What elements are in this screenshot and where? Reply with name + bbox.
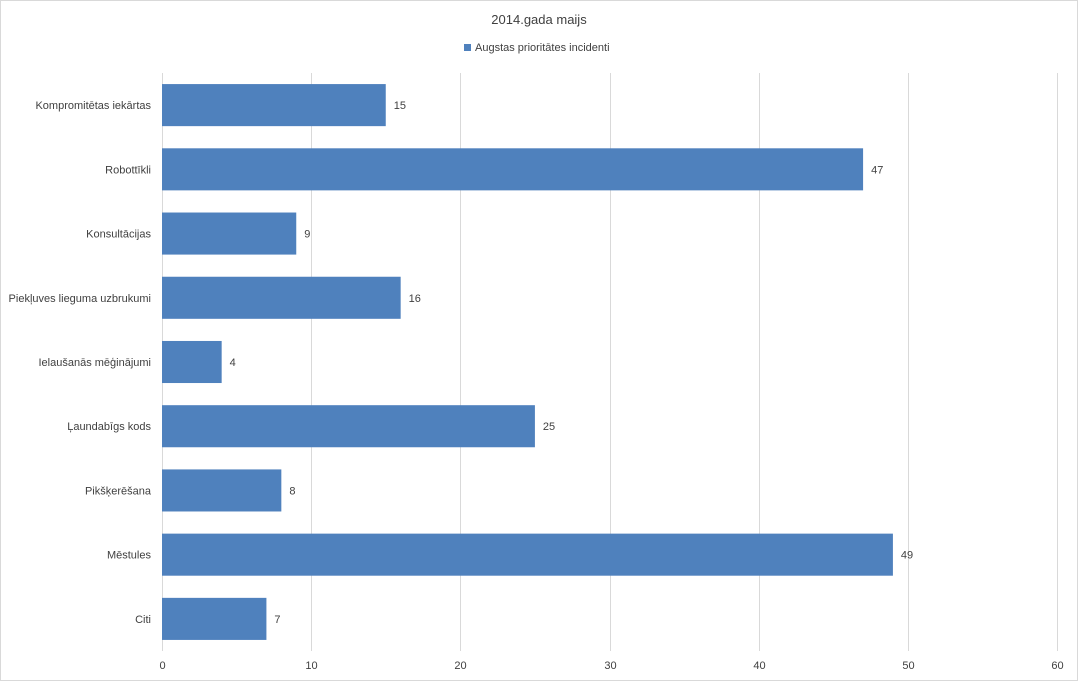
category-label: Ielaušanās mēģinājumi — [38, 356, 151, 369]
legend: Augstas prioritātes incidenti — [464, 42, 610, 54]
bar — [162, 405, 535, 448]
legend-swatch — [464, 44, 471, 51]
data-label: 25 — [543, 421, 555, 433]
category-label: Robottīkli — [105, 164, 151, 176]
category-label: Kompromitētas iekārtas — [35, 100, 151, 112]
x-tick-label: 20 — [454, 660, 466, 672]
x-tick-label: 0 — [159, 660, 165, 672]
bar — [162, 469, 282, 512]
category-label: Citi — [135, 614, 151, 626]
x-tick-label: 10 — [305, 660, 317, 672]
bar — [162, 340, 222, 384]
data-label: 4 — [230, 357, 236, 369]
bar — [162, 212, 297, 255]
data-label: 16 — [409, 293, 421, 305]
legend-label: Augstas prioritātes incidenti — [475, 42, 610, 54]
x-tick-label: 40 — [753, 660, 765, 672]
data-label: 9 — [304, 229, 310, 241]
category-label: Konsultācijas — [86, 229, 151, 241]
data-label: 15 — [394, 100, 406, 112]
bar — [162, 276, 401, 319]
category-label: Piekļuves lieguma uzbrukumi — [9, 293, 151, 305]
bar — [162, 148, 864, 191]
x-tick-label: 50 — [902, 660, 914, 672]
data-labels: 15 47 9 16 4 25 8 49 7 — [230, 100, 914, 626]
bars — [162, 84, 893, 640]
bar — [162, 533, 893, 576]
data-label: 47 — [871, 164, 883, 176]
bar — [162, 597, 267, 640]
data-label: 49 — [901, 550, 913, 562]
category-label: Pikšķerēšana — [85, 485, 152, 497]
x-tick-label: 30 — [604, 660, 616, 672]
x-tick-label: 60 — [1051, 660, 1063, 672]
data-label: 7 — [274, 614, 280, 626]
category-label: Ļaundabīgs kods — [67, 421, 151, 433]
category-labels: Kompromitētas iekārtas Robottīkli Konsultā… — [9, 100, 152, 626]
bar — [162, 84, 386, 127]
data-label: 8 — [289, 485, 295, 497]
x-axis-tick-labels: 0 10 20 30 40 50 60 — [159, 660, 1063, 672]
chart-title: 2014.gada maijs — [491, 12, 587, 27]
category-label: Mēstules — [107, 550, 152, 562]
